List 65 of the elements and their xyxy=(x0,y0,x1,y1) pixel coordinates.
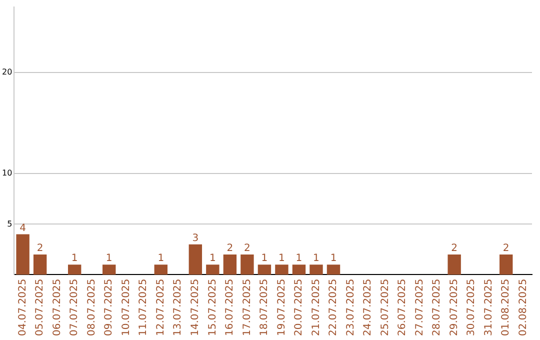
x-tick-label: 26.07.2025 xyxy=(397,278,408,336)
data-label: 1 xyxy=(209,253,216,264)
data-label: 1 xyxy=(278,253,285,264)
x-tick-label: 19.07.2025 xyxy=(276,278,288,336)
data-label: 1 xyxy=(71,253,78,264)
bar xyxy=(68,264,82,275)
y-tick-label: 20 xyxy=(2,68,12,77)
data-label: 1 xyxy=(296,253,302,264)
bar xyxy=(500,254,513,275)
x-tick-label: 20.07.2025 xyxy=(294,278,305,336)
y-tick-label: 10 xyxy=(2,168,12,178)
x-tick-label: 25.07.2025 xyxy=(380,278,391,336)
x-tick-label: 05.07.2025 xyxy=(34,278,46,336)
x-tick-label: 16.07.2025 xyxy=(224,278,236,336)
x-tick-label: 02.08.2025 xyxy=(518,278,529,336)
bar xyxy=(292,264,306,275)
bar xyxy=(16,234,30,275)
y-tick-label: 5 xyxy=(7,219,12,228)
bar xyxy=(310,264,323,275)
bar xyxy=(188,244,202,275)
data-label: 1 xyxy=(261,253,268,264)
data-label: 1 xyxy=(313,253,320,264)
x-tick-label: 08.07.2025 xyxy=(86,278,98,336)
x-tick-label: 11.07.2025 xyxy=(138,278,150,336)
data-label: 3 xyxy=(192,233,199,244)
x-tick-label: 18.07.2025 xyxy=(259,278,270,336)
bar xyxy=(33,254,47,275)
data-label: 2 xyxy=(226,243,234,254)
x-tick-label: 15.07.2025 xyxy=(207,278,218,336)
x-tick-label: 17.07.2025 xyxy=(242,278,253,336)
data-label: 1 xyxy=(158,253,164,264)
bar xyxy=(206,264,220,275)
x-tick-label: 22.07.2025 xyxy=(328,278,340,336)
x-tick-label: 13.07.2025 xyxy=(172,278,184,336)
x-tick-label: 23.07.2025 xyxy=(345,278,356,336)
data-label: 1 xyxy=(330,253,337,264)
data-label: 2 xyxy=(451,243,458,254)
bar xyxy=(258,264,272,275)
x-tick-label: 07.07.2025 xyxy=(69,278,80,336)
x-tick-label: 01.08.2025 xyxy=(500,278,512,336)
bar xyxy=(240,254,254,275)
data-label: 2 xyxy=(502,243,510,254)
bar xyxy=(102,264,116,275)
x-tick-label: 14.07.2025 xyxy=(190,278,202,336)
x-tick-label: 27.07.2025 xyxy=(414,278,426,336)
x-tick-label: 29.07.2025 xyxy=(448,278,460,336)
x-tick-label: 09.07.2025 xyxy=(104,278,115,336)
bar xyxy=(154,264,168,275)
bar xyxy=(275,264,288,275)
data-label: 1 xyxy=(106,253,112,264)
data-label: 2 xyxy=(244,243,250,254)
bar xyxy=(326,264,340,275)
x-tick-label: 31.07.2025 xyxy=(483,278,494,336)
x-tick-label: 10.07.2025 xyxy=(120,278,132,336)
x-tick-label: 21.07.2025 xyxy=(310,278,322,336)
data-label: 2 xyxy=(36,243,44,254)
x-tick-label: 30.07.2025 xyxy=(466,278,478,336)
x-tick-label: 12.07.2025 xyxy=(155,278,166,336)
x-tick-label: 24.07.2025 xyxy=(362,278,374,336)
x-tick-label: 06.07.2025 xyxy=(52,278,63,336)
x-tick-label: 28.07.2025 xyxy=(432,278,443,336)
bar xyxy=(448,254,461,275)
bar xyxy=(223,254,237,275)
x-tick-label: 04.07.2025 xyxy=(17,278,28,336)
data-label: 4 xyxy=(20,222,26,234)
